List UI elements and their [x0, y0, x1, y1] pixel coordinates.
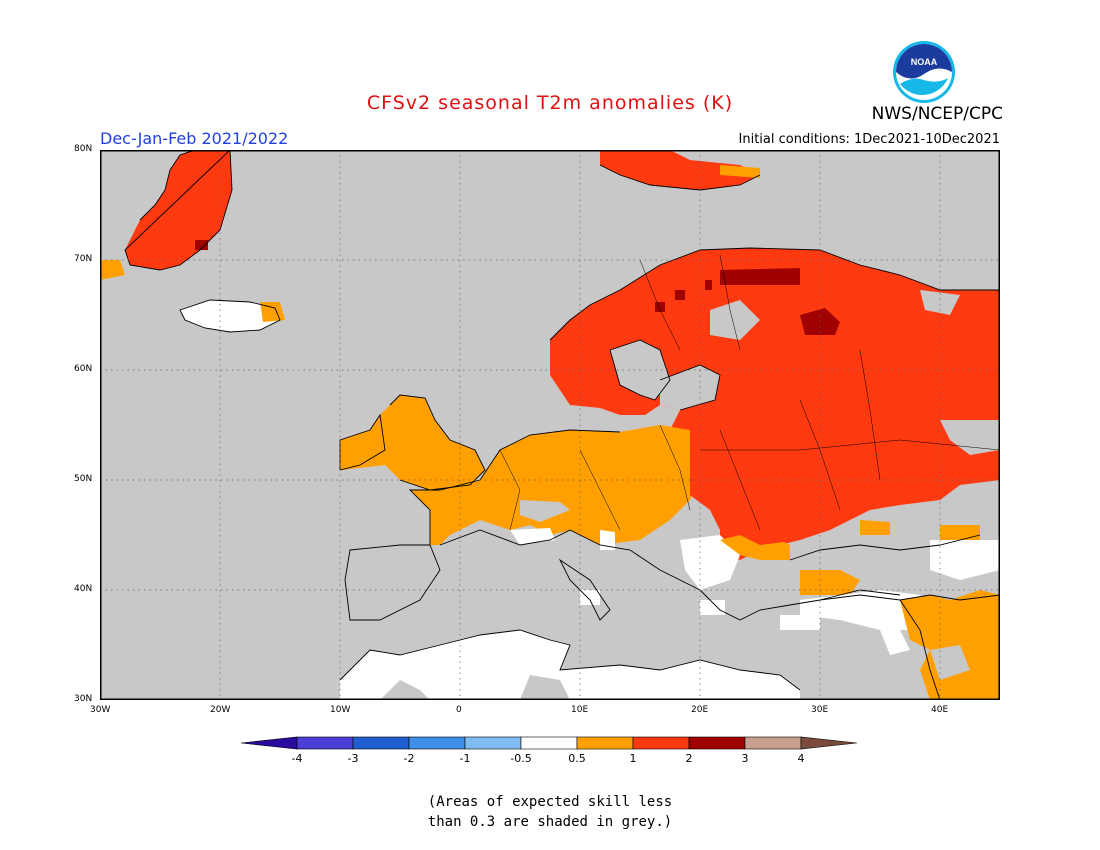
lat-tick-50n: 50N [74, 474, 93, 484]
colorbar-cell [408, 736, 466, 750]
lon-tick-10w: 10W [330, 705, 351, 715]
legend-label-neg3: -3 [347, 752, 359, 765]
colorbar-cell [296, 736, 354, 750]
legend-label-neg4: -4 [291, 752, 303, 765]
lon-tick-30e: 30E [811, 705, 829, 715]
colorbar-cells [240, 736, 858, 750]
region-middle-east [900, 590, 1000, 700]
legend-label-05: 0.5 [568, 752, 586, 765]
colorbar-arrow-low [240, 736, 298, 750]
colorbar-cell [632, 736, 690, 750]
lon-tick-20w: 20W [210, 705, 231, 715]
colorbar-cell [688, 736, 746, 750]
colorbar [240, 736, 858, 750]
noaa-logo-text: NOAA [911, 57, 938, 67]
lon-tick-10e: 10E [571, 705, 589, 715]
initial-conditions: Initial conditions: 1Dec2021-10Dec2021 [738, 132, 1000, 147]
skill-note-line2: than 0.3 are shaded in grey.) [427, 814, 673, 830]
legend-label-2: 2 [685, 752, 693, 765]
skill-note-line1: (Areas of expected skill less [427, 794, 673, 810]
forecast-period: Dec-Jan-Feb 2021/2022 [100, 129, 289, 148]
lon-tick-0: 0 [456, 705, 462, 715]
colorbar-cell [352, 736, 410, 750]
region-iceland [180, 300, 280, 332]
anomaly-map [100, 150, 1000, 700]
borders [499, 254, 1000, 531]
colorbar-cell [520, 736, 578, 750]
lat-tick-70n: 70N [74, 254, 93, 264]
lat-tick-30n: 30N [74, 694, 93, 704]
region-british-isles [340, 395, 485, 490]
lat-tick-60n: 60N [74, 364, 93, 374]
lon-tick-40e: 40E [931, 705, 949, 715]
graticule [100, 150, 1000, 700]
legend-label-neg05: -0.5 [510, 752, 532, 765]
legend-label-3: 3 [741, 752, 749, 765]
lon-tick-20e: 20E [691, 705, 709, 715]
legend-label-4: 4 [797, 752, 805, 765]
lat-tick-40n: 40N [74, 584, 93, 594]
agency-label: NWS/NCEP/CPC [871, 104, 1003, 124]
noaa-logo: NOAA [893, 41, 955, 103]
lon-tick-30w: 30W [90, 705, 111, 715]
colorbar-cell [744, 736, 802, 750]
region-svalbard [600, 150, 760, 190]
colorbar-cell [464, 736, 522, 750]
colorbar-cell [576, 736, 634, 750]
map-frame [100, 150, 1000, 700]
colorbar-arrow-high [800, 736, 858, 750]
region-north-africa [340, 630, 800, 700]
skill-note: (Areas of expected skill less than 0.3 a… [0, 792, 1100, 832]
map-title: CFSv2 seasonal T2m anomalies (K) [366, 92, 734, 114]
lat-tick-80n: 80N [74, 144, 93, 154]
legend-label-neg1: -1 [459, 752, 471, 765]
region-scandinavia-russia [550, 248, 1000, 560]
legend-label-1: 1 [629, 752, 637, 765]
legend-label-neg2: -2 [403, 752, 415, 765]
